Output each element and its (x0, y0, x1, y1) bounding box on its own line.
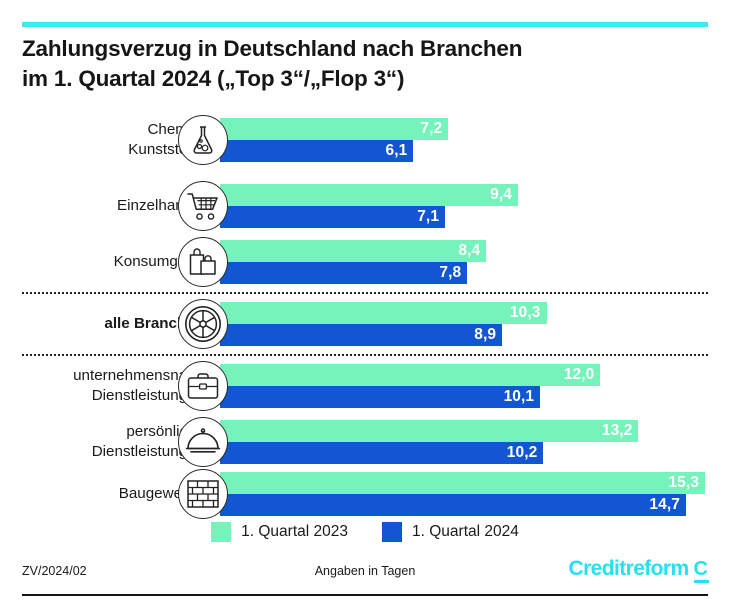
cloche-icon (178, 417, 228, 467)
bar-value-label: 6,1 (385, 142, 408, 159)
bar-chart: Chemie/Kunststoffe 7,2 6,1 Einzelhandel 9,4 7… (0, 112, 730, 519)
chart-legend: 1. Quartal 2023 1. Quartal 2024 (0, 522, 730, 542)
bar-quartal-2024: 8,9 (220, 324, 503, 346)
bar-quartal-2023: 9,4 (220, 184, 518, 206)
row-label-line: Dienstleistungen (91, 387, 204, 404)
bar-pair: 7,2 6,1 (220, 118, 449, 162)
bar-quartal-2024: 7,8 (220, 262, 468, 284)
bar-quartal-2024: 7,1 (220, 206, 446, 228)
briefcase-icon (178, 361, 228, 411)
row-label: Einzelhandel (14, 180, 204, 232)
chart-row: Baugewerbe 15,3 14,7 (0, 468, 730, 520)
bar-value-label: 15,3 (668, 474, 699, 491)
bar-quartal-2024: 14,7 (220, 494, 686, 516)
section-divider (22, 292, 708, 294)
bar-value-label: 7,2 (420, 120, 443, 137)
bar-quartal-2023: 10,3 (220, 302, 547, 324)
bar-value-label: 10,2 (506, 444, 538, 461)
row-label-line: unternehmensnahe (73, 366, 204, 384)
bar-quartal-2023: 13,2 (220, 420, 639, 442)
bar-quartal-2024: 10,1 (220, 386, 541, 408)
bar-pair: 13,2 10,2 (220, 420, 639, 464)
flask-icon (178, 115, 228, 165)
shopping-cart-icon (178, 181, 228, 231)
row-label: alle Branchen (14, 298, 204, 350)
row-label: Chemie/Kunststoffe (14, 114, 204, 166)
row-label: Konsumgüter (14, 236, 204, 288)
row-label: unternehmensnahe Dienstleistungen (14, 360, 204, 412)
chart-row: alle Branchen 10,3 8,9 (0, 298, 730, 350)
page-title: Zahlungsverzug in Deutschland nach Branc… (22, 36, 523, 91)
legend-item: 1. Quartal 2023 (211, 522, 348, 542)
row-label-line: Dienstleistungen (91, 443, 204, 460)
bar-pair: 10,3 8,9 (220, 302, 547, 346)
bar-pair: 12,0 10,1 (220, 364, 601, 408)
bar-value-label: 8,9 (474, 326, 497, 343)
creditreform-logo: Creditreform C (568, 557, 710, 583)
bar-quartal-2023: 15,3 (220, 472, 705, 494)
footer-code: ZV/2024/02 (22, 564, 87, 578)
bar-quartal-2023: 12,0 (220, 364, 601, 386)
bar-value-label: 8,4 (458, 242, 481, 259)
shopping-bags-icon (178, 237, 228, 287)
logo-wordmark: Creditreform (568, 557, 690, 580)
legend-swatch (382, 522, 402, 542)
section-divider (22, 354, 708, 356)
bar-value-label: 9,4 (490, 186, 512, 203)
bar-value-label: 12,0 (563, 366, 595, 383)
bar-value-label: 14,7 (649, 496, 680, 513)
bar-value-label: 13,2 (601, 422, 633, 439)
footer: ZV/2024/02 Angaben in Tagen Creditreform… (22, 557, 710, 596)
bar-value-label: 10,3 (509, 304, 541, 321)
logo-c-mark: C (693, 558, 710, 583)
row-label: persönliche Dienstleistungen (14, 416, 204, 468)
bar-value-label: 7,1 (417, 208, 440, 225)
bar-pair: 15,3 14,7 (220, 472, 705, 516)
footer-note: Angaben in Tagen (314, 564, 416, 578)
legend-swatch (211, 522, 232, 542)
chart-row: Konsumgüter 8,4 7,8 (0, 236, 730, 288)
chart-row: Einzelhandel 9,4 7,1 (0, 180, 730, 232)
accent-rule (22, 22, 708, 27)
legend-label: 1. Quartal 2023 (241, 523, 348, 540)
bar-quartal-2023: 7,2 (220, 118, 449, 140)
bar-quartal-2024: 6,1 (220, 140, 414, 162)
bar-pair: 9,4 7,1 (220, 184, 518, 228)
bar-quartal-2024: 10,2 (220, 442, 544, 464)
bar-quartal-2023: 8,4 (220, 240, 487, 262)
wheel-icon (178, 299, 228, 349)
chart-row: Chemie/Kunststoffe 7,2 6,1 (0, 114, 730, 166)
legend-label: 1. Quartal 2024 (412, 523, 519, 540)
legend-item: 1. Quartal 2024 (382, 522, 519, 542)
chart-row: unternehmensnahe Dienstleistungen 12,0 10,1 (0, 360, 730, 412)
brick-wall-icon (178, 469, 228, 519)
bar-value-label: 10,1 (503, 388, 535, 405)
row-label: Baugewerbe (14, 468, 204, 520)
bar-value-label: 7,8 (439, 264, 462, 281)
bar-pair: 8,4 7,8 (220, 240, 487, 284)
chart-row: persönliche Dienstleistungen 13,2 10,2 (0, 416, 730, 468)
